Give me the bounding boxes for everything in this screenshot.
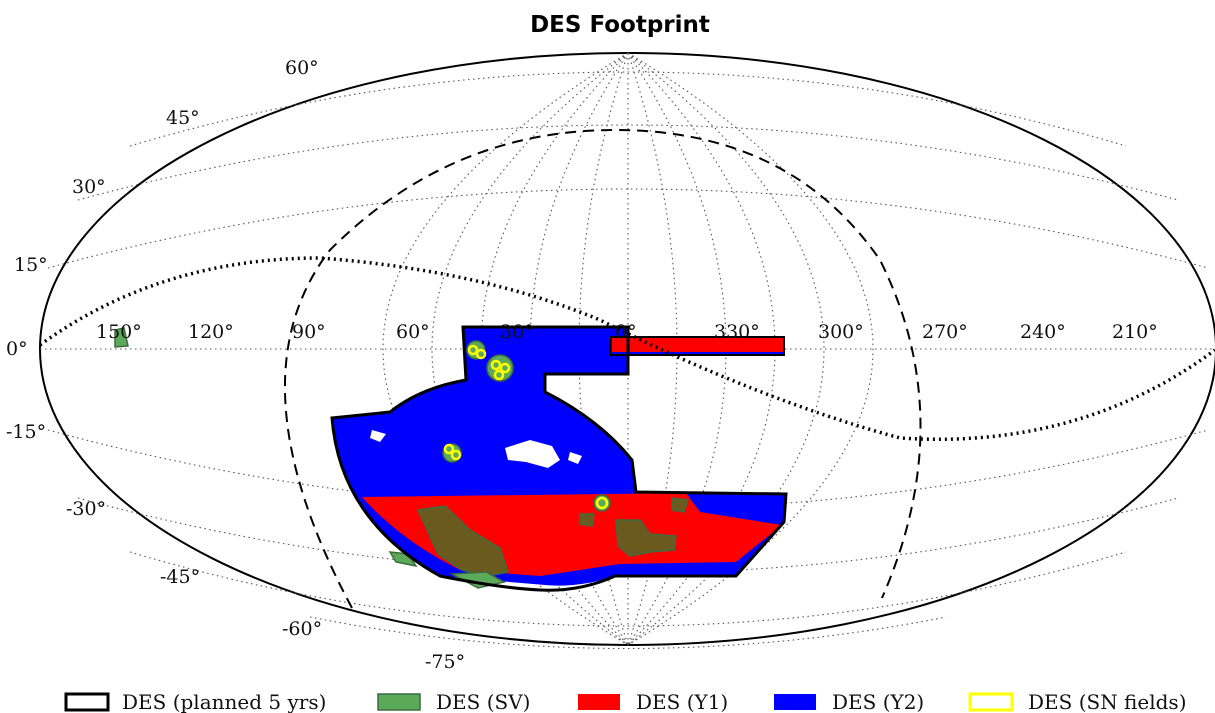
sv-patch [416, 505, 509, 577]
sn-field [443, 443, 455, 455]
legend-label: DES (Y2) [832, 690, 924, 713]
latitude-line [129, 551, 1127, 627]
lon-label: 150° [96, 321, 142, 343]
lon-label: 270° [922, 321, 968, 343]
legend-swatch-planned [64, 692, 110, 712]
sv-patch [579, 513, 595, 527]
dashed-boundary-curve [284, 128, 922, 609]
lat-label: -15° [6, 421, 46, 443]
legend-label: DES (planned 5 yrs) [122, 690, 326, 713]
lat-label: -30° [66, 498, 106, 520]
survey-gaps [370, 430, 582, 468]
sn-field [490, 359, 502, 371]
meridian [382, 52, 629, 646]
lon-label: 30° [500, 321, 534, 343]
map-title: DES Footprint [530, 12, 710, 38]
gap-region [505, 440, 560, 468]
lat-label: 45° [166, 107, 200, 129]
lon-label: 90° [292, 321, 326, 343]
footprint-planned-strip [609, 336, 785, 356]
legend-swatch-y1 [578, 694, 620, 710]
lat-label: 60° [285, 57, 319, 79]
galactic-plane-curve [38, 256, 1215, 442]
gap-region [568, 452, 582, 464]
legend-label: DES (SN fields) [1028, 690, 1187, 713]
sn-field [475, 348, 487, 360]
lat-label: 30° [72, 176, 106, 198]
sn-field [499, 362, 511, 374]
latitude-line [129, 71, 1127, 147]
lat-label: 15° [14, 254, 48, 276]
lat-label: -45° [160, 566, 200, 588]
sn-field [450, 449, 462, 461]
lat-label: -75° [425, 651, 465, 673]
sn-field [595, 496, 609, 510]
lon-label: 120° [188, 321, 234, 343]
lon-label: 0° [615, 321, 637, 343]
latitude-line [77, 497, 1179, 574]
legend-swatch-y2 [774, 694, 816, 710]
legend: DES (planned 5 yrs) DES (SV) DES (Y1) DE… [64, 690, 1187, 713]
lat-label: 0° [6, 338, 28, 360]
gap-region [370, 430, 386, 442]
legend-label: DES (Y1) [636, 690, 728, 713]
meridian [627, 52, 776, 646]
sn-fields [443, 344, 609, 510]
lon-label: 60° [396, 321, 430, 343]
sv-patch [114, 327, 129, 348]
latitude-line [77, 124, 1179, 201]
legend-label: DES (SV) [436, 690, 530, 713]
legend-swatch-sn [968, 692, 1014, 712]
sn-field [493, 369, 505, 381]
lon-label: 240° [1020, 321, 1066, 343]
sn-field [467, 344, 479, 356]
sv-patch [615, 519, 677, 557]
latitude-line [47, 188, 1209, 269]
footprint-y1-strip [612, 338, 784, 352]
lon-label: 210° [1112, 321, 1158, 343]
sv-patch [671, 497, 690, 513]
lat-label: -60° [282, 618, 322, 640]
lon-label: 300° [818, 321, 864, 343]
meridian [480, 52, 629, 646]
legend-swatch-sv [377, 693, 421, 711]
meridian [627, 52, 874, 646]
lon-label: 330° [714, 321, 760, 343]
footprint-planned-outline [330, 325, 788, 592]
sv-patch [388, 551, 418, 568]
latitude-line [47, 429, 1209, 510]
latitude-line [309, 616, 947, 650]
